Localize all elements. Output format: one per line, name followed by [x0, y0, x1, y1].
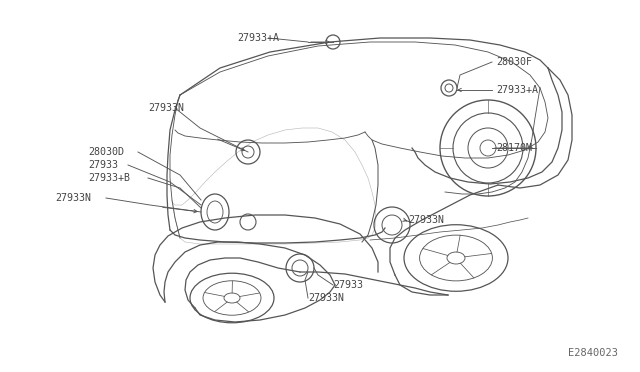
- Text: 27933N: 27933N: [308, 293, 344, 303]
- Text: 27933+A: 27933+A: [237, 33, 279, 43]
- Text: 27933: 27933: [88, 160, 118, 170]
- Text: 27933+A: 27933+A: [496, 85, 538, 95]
- Text: 28030F: 28030F: [496, 57, 532, 67]
- Text: E2840023: E2840023: [568, 348, 618, 358]
- Text: 28170M: 28170M: [496, 143, 532, 153]
- Text: 27933N: 27933N: [55, 193, 91, 203]
- Text: 27933+B: 27933+B: [88, 173, 130, 183]
- Text: 27933: 27933: [333, 280, 363, 290]
- Text: 27933N: 27933N: [148, 103, 184, 113]
- Text: 27933N: 27933N: [408, 215, 444, 225]
- Text: 28030D: 28030D: [88, 147, 124, 157]
